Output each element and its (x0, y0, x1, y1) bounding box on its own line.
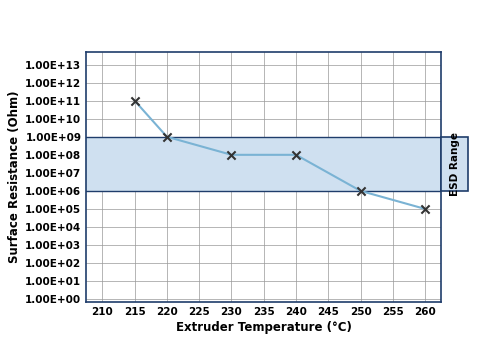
Point (292, 152, 300, 158)
Point (131, 98, 139, 103)
Point (421, 206, 429, 212)
Point (228, 152, 236, 158)
X-axis label: Extruder Temperature (°C): Extruder Temperature (°C) (176, 321, 352, 334)
Text: ESD Range: ESD Range (450, 132, 460, 196)
Y-axis label: Surface Resistance (Ohm): Surface Resistance (Ohm) (8, 91, 21, 263)
Point (356, 188, 364, 194)
Text: 3DXSTAT™ ESD-ABS: 3DXSTAT™ ESD-ABS (185, 27, 342, 41)
Point (163, 134, 171, 139)
